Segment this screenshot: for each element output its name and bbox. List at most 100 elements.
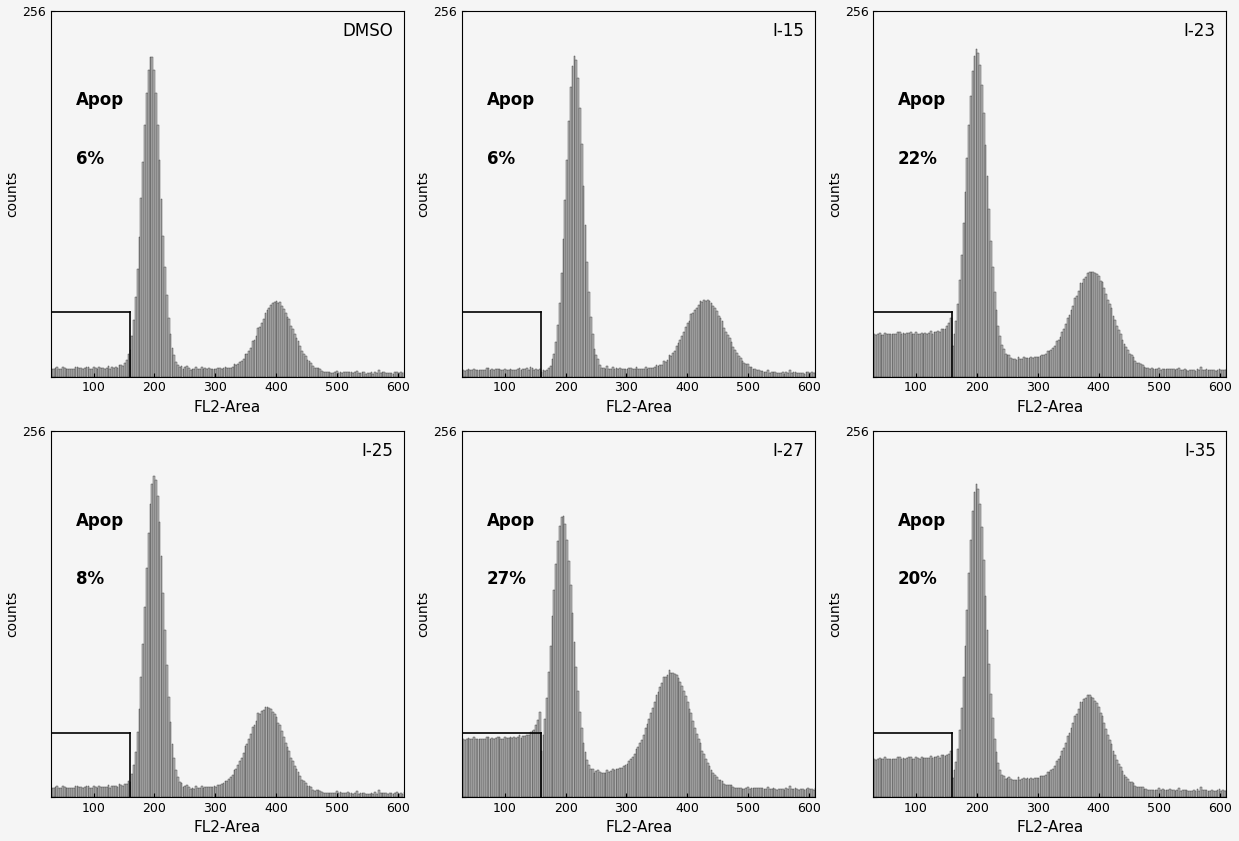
Bar (484, 739, 486, 797)
Bar (558, 542, 559, 797)
Bar (638, 369, 639, 377)
Bar (244, 746, 247, 797)
Bar (88, 786, 89, 797)
Bar (332, 373, 335, 377)
Bar (1031, 357, 1032, 377)
Bar (370, 373, 373, 377)
Bar (517, 369, 519, 377)
Bar (1206, 790, 1208, 797)
Bar (1202, 791, 1204, 797)
Bar (990, 694, 992, 797)
Bar (808, 788, 809, 797)
Bar (366, 794, 367, 797)
Bar (954, 334, 955, 377)
Bar (227, 368, 228, 377)
Bar (533, 730, 535, 797)
Bar (1213, 791, 1214, 797)
Bar (1162, 789, 1163, 797)
Bar (550, 646, 551, 797)
Bar (1028, 358, 1031, 377)
Bar (201, 786, 202, 797)
Bar (544, 371, 546, 377)
Bar (1010, 358, 1012, 377)
Bar (590, 317, 592, 377)
Bar (154, 476, 155, 797)
Bar (63, 368, 66, 377)
Bar (339, 372, 341, 377)
Bar (512, 738, 513, 797)
Bar (536, 369, 539, 377)
Bar (797, 373, 798, 377)
Bar (335, 793, 336, 797)
Bar (394, 373, 396, 377)
Bar (1109, 740, 1110, 797)
Bar (1217, 790, 1218, 797)
Bar (97, 788, 98, 797)
Bar (1149, 790, 1151, 797)
Bar (471, 370, 473, 377)
Bar (496, 738, 497, 797)
Bar (802, 789, 804, 797)
Bar (986, 177, 989, 377)
Bar (343, 373, 344, 377)
Bar (586, 760, 589, 797)
Bar (650, 368, 652, 377)
Bar (1198, 791, 1201, 797)
Bar (610, 369, 612, 377)
Bar (800, 373, 802, 377)
Bar (383, 372, 385, 377)
Bar (1206, 369, 1208, 377)
Bar (663, 361, 665, 377)
Bar (747, 364, 748, 377)
Bar (1194, 371, 1197, 377)
Bar (498, 737, 501, 797)
Bar (873, 335, 875, 377)
Bar (297, 341, 300, 377)
Bar (336, 791, 338, 797)
Bar (1181, 791, 1182, 797)
Bar (493, 370, 494, 377)
Bar (1120, 334, 1121, 377)
Bar (1177, 790, 1178, 797)
Bar (109, 788, 112, 797)
Bar (923, 334, 924, 377)
Bar (317, 791, 320, 797)
Bar (356, 371, 358, 377)
Bar (278, 722, 279, 797)
Bar (1135, 786, 1136, 797)
Bar (508, 370, 509, 377)
Bar (558, 325, 559, 377)
Bar (509, 369, 512, 377)
Bar (346, 793, 347, 797)
Bar (1170, 369, 1171, 377)
Bar (466, 738, 467, 797)
Bar (1020, 780, 1021, 797)
Bar (1171, 790, 1173, 797)
Bar (486, 737, 488, 797)
Bar (978, 489, 979, 797)
Bar (128, 781, 129, 797)
Bar (1151, 790, 1152, 797)
Bar (634, 369, 636, 377)
Bar (248, 351, 250, 377)
Bar (123, 786, 124, 797)
Bar (662, 683, 663, 797)
Bar (1006, 355, 1009, 377)
Bar (575, 667, 577, 797)
Bar (1222, 369, 1224, 377)
Text: Apop: Apop (487, 511, 535, 530)
Bar (751, 788, 752, 797)
Bar (331, 793, 332, 797)
Bar (683, 332, 685, 377)
Bar (971, 511, 974, 797)
Bar (589, 765, 590, 797)
Bar (1139, 363, 1140, 377)
Bar (888, 759, 890, 797)
Bar (320, 369, 321, 377)
Bar (504, 737, 506, 797)
Bar (142, 644, 144, 797)
Bar (786, 788, 787, 797)
Bar (1085, 277, 1087, 377)
Bar (335, 373, 336, 377)
Bar (948, 323, 950, 377)
